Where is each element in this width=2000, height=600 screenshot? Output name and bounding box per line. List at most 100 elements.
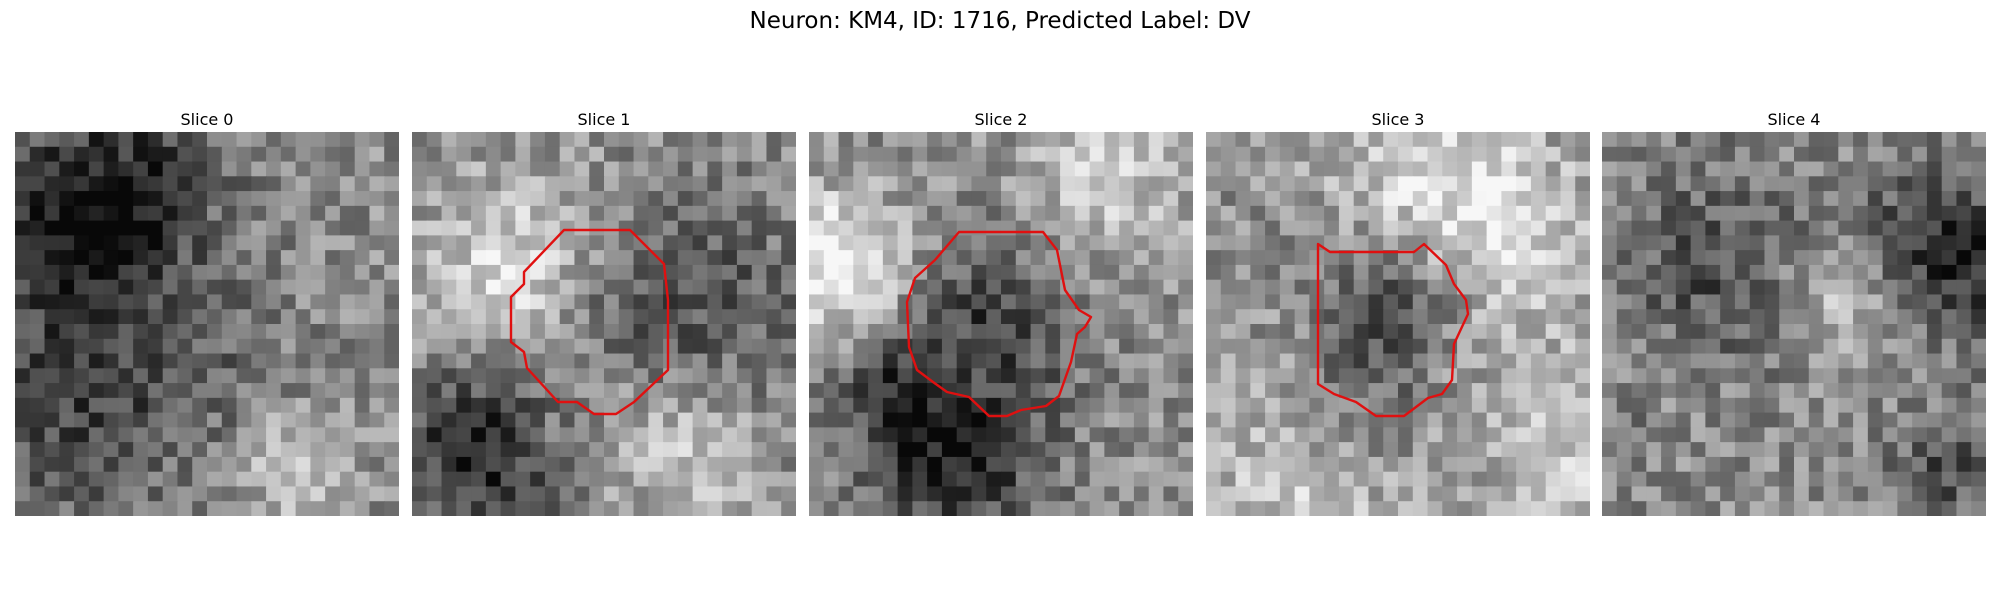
pixel bbox=[544, 427, 561, 443]
pixel bbox=[1661, 146, 1677, 163]
pixel bbox=[1353, 132, 1370, 148]
pixel bbox=[838, 368, 854, 384]
pixel bbox=[1853, 501, 1869, 516]
pixel bbox=[633, 176, 649, 192]
pixel bbox=[1074, 191, 1091, 207]
pixel bbox=[1838, 412, 1854, 428]
pixel bbox=[1294, 412, 1310, 428]
pixel bbox=[384, 146, 399, 163]
pixel bbox=[192, 471, 208, 488]
pixel bbox=[1867, 176, 1884, 192]
pixel bbox=[236, 501, 252, 516]
pixel bbox=[1631, 205, 1647, 222]
pixel bbox=[1616, 294, 1633, 310]
pixel bbox=[633, 427, 649, 443]
pixel bbox=[1867, 146, 1884, 163]
pixel bbox=[1060, 324, 1076, 340]
pixel bbox=[544, 250, 561, 266]
pixel bbox=[1015, 368, 1032, 384]
pixel bbox=[412, 486, 428, 502]
pixel bbox=[1294, 442, 1310, 458]
pixel bbox=[1631, 501, 1647, 516]
pixel bbox=[280, 294, 297, 310]
pixel bbox=[1119, 220, 1135, 236]
pixel bbox=[471, 250, 487, 266]
pixel bbox=[500, 368, 516, 384]
pixel bbox=[1133, 368, 1150, 384]
pixel bbox=[1060, 338, 1076, 355]
pixel bbox=[1516, 176, 1532, 192]
pixel bbox=[1646, 486, 1662, 502]
pixel bbox=[369, 132, 385, 148]
pixel bbox=[1471, 250, 1488, 266]
pixel bbox=[1486, 309, 1502, 325]
pixel bbox=[515, 412, 531, 428]
pixel bbox=[1338, 309, 1355, 325]
pixel bbox=[986, 501, 1002, 516]
pixel bbox=[1324, 205, 1340, 222]
pixel bbox=[1119, 456, 1135, 473]
pixel bbox=[1971, 353, 1986, 369]
pixel bbox=[1646, 191, 1662, 207]
pixel bbox=[648, 176, 664, 192]
pixel bbox=[1148, 383, 1165, 399]
pixel bbox=[677, 161, 694, 177]
pixel bbox=[354, 412, 371, 428]
pixel bbox=[1148, 294, 1165, 310]
pixel bbox=[823, 324, 840, 340]
pixel bbox=[1705, 412, 1721, 428]
pixel bbox=[15, 324, 31, 340]
pixel bbox=[1646, 161, 1662, 177]
pixel bbox=[1631, 486, 1647, 502]
pixel bbox=[426, 383, 443, 399]
pixel bbox=[1794, 427, 1810, 443]
pixel bbox=[456, 338, 472, 355]
pixel bbox=[192, 250, 208, 266]
pixel bbox=[1720, 456, 1736, 473]
pixel bbox=[1089, 324, 1105, 340]
pixel bbox=[426, 412, 443, 428]
pixel bbox=[44, 279, 60, 296]
pixel bbox=[574, 486, 590, 502]
pixel bbox=[15, 176, 31, 192]
pixel bbox=[384, 383, 399, 399]
pixel bbox=[1294, 338, 1310, 355]
pixel bbox=[1516, 264, 1532, 281]
pixel bbox=[853, 264, 869, 281]
pixel bbox=[1530, 146, 1547, 163]
pixel bbox=[1779, 442, 1795, 458]
pixel bbox=[1383, 442, 1399, 458]
pixel bbox=[1471, 397, 1488, 414]
pixel bbox=[912, 324, 928, 340]
pixel bbox=[369, 146, 385, 163]
pixel bbox=[1808, 471, 1825, 488]
pixel bbox=[1060, 191, 1076, 207]
pixel bbox=[1956, 146, 1972, 163]
pixel bbox=[1015, 279, 1032, 296]
pixel bbox=[1956, 220, 1972, 236]
pixel bbox=[1294, 176, 1310, 192]
pixel bbox=[177, 146, 193, 163]
pixel bbox=[1030, 309, 1046, 325]
pixel bbox=[103, 324, 119, 340]
pixel bbox=[897, 412, 913, 428]
pixel bbox=[707, 176, 723, 192]
pixel bbox=[1427, 294, 1443, 310]
pixel bbox=[1720, 191, 1736, 207]
pixel bbox=[1926, 264, 1943, 281]
pixel bbox=[1926, 235, 1943, 251]
pixel bbox=[956, 235, 973, 251]
pixel bbox=[1501, 250, 1517, 266]
pixel bbox=[280, 324, 297, 340]
pixel bbox=[927, 191, 943, 207]
pixel bbox=[515, 324, 531, 340]
pixel bbox=[1383, 309, 1399, 325]
pixel bbox=[633, 250, 649, 266]
pixel bbox=[1838, 471, 1854, 488]
pixel bbox=[515, 294, 531, 310]
pixel bbox=[1220, 338, 1237, 355]
pixel bbox=[500, 471, 516, 488]
pixel bbox=[1148, 250, 1165, 266]
pixel bbox=[1575, 427, 1590, 443]
pixel bbox=[1530, 471, 1547, 488]
